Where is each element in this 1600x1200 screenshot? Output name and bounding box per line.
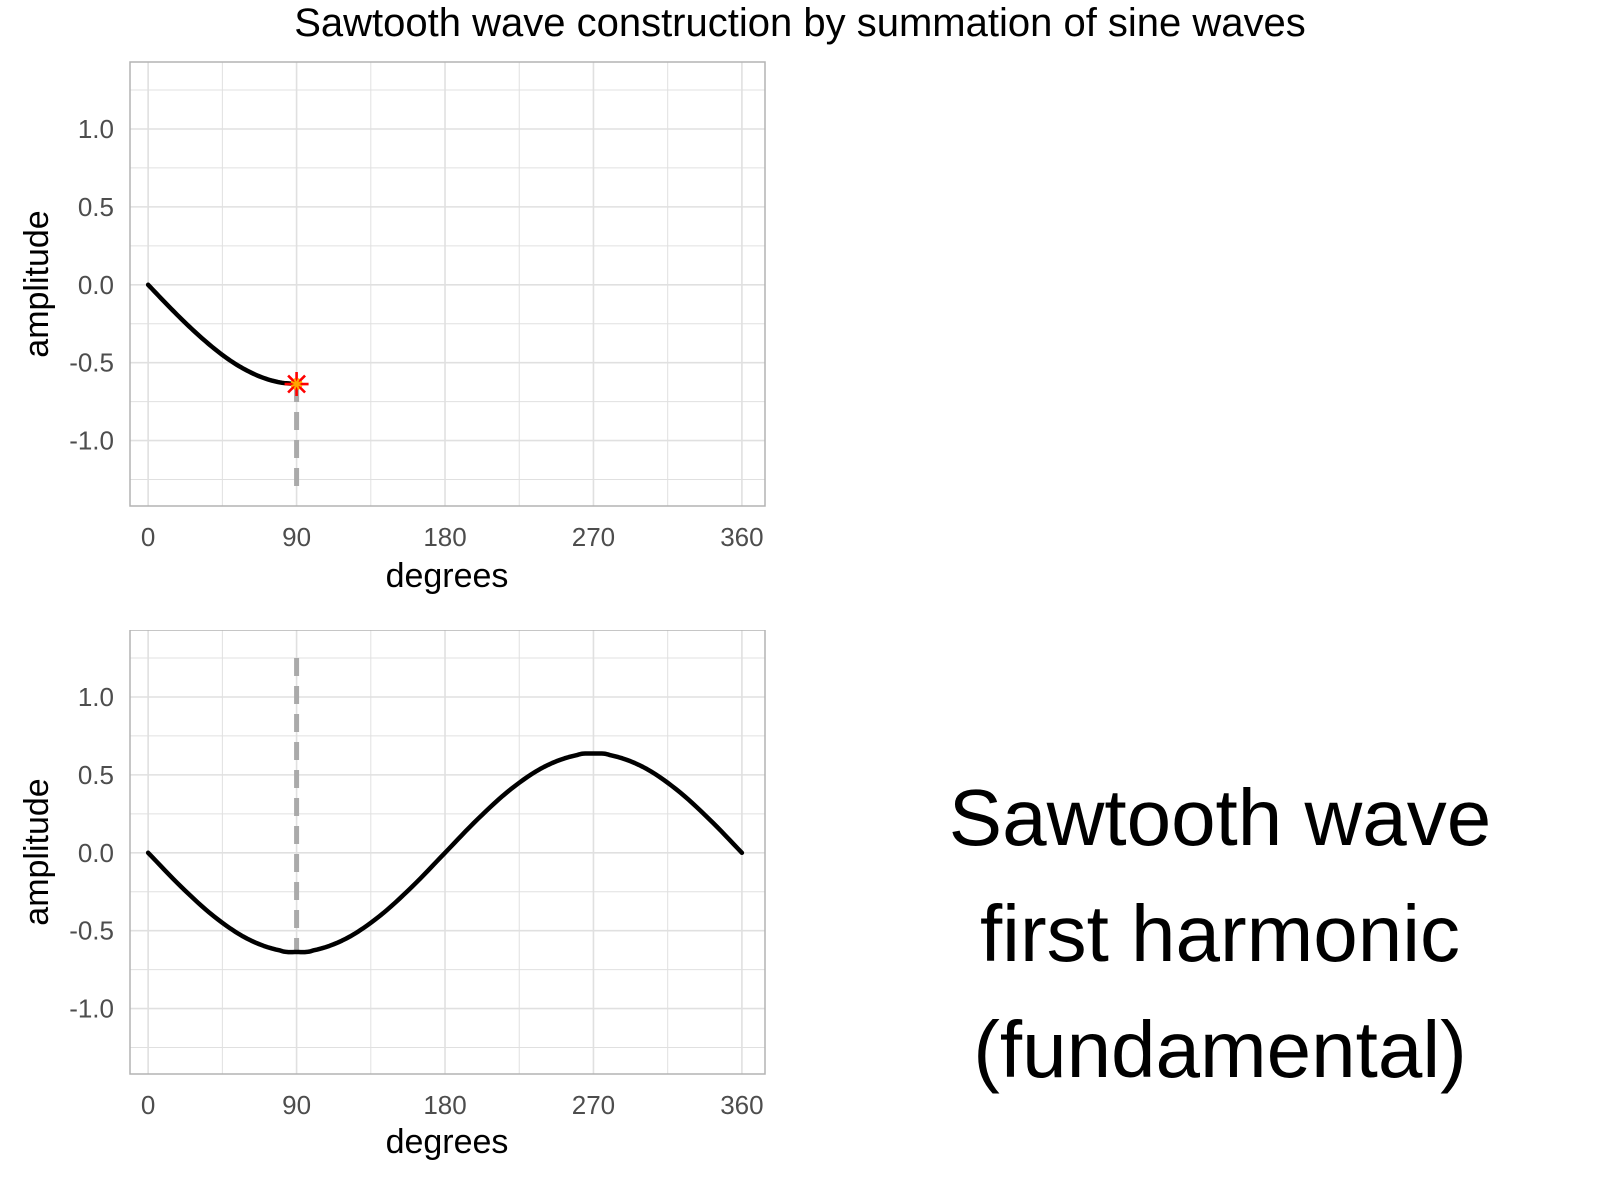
- current-point-marker: [284, 372, 309, 397]
- panel-border: [129, 630, 766, 1075]
- x-tick-label: 0: [141, 1090, 155, 1120]
- x-axis-title: degrees: [386, 557, 509, 595]
- series-line: [145, 751, 745, 955]
- y-axis-title: amplitude: [18, 210, 56, 357]
- y-axis-title: amplitude: [18, 778, 56, 925]
- y-tick-label: -0.5: [69, 348, 114, 378]
- y-tick-label: 0.5: [78, 760, 114, 790]
- y-tick-label: 1.0: [78, 114, 114, 144]
- y-tick-label: 0.0: [78, 838, 114, 868]
- caption-line-2: first harmonic: [979, 889, 1461, 978]
- tick-labels: 0 90 180 270 360 1.0 0.5 0.0 -0.5 -1.0: [69, 682, 763, 1120]
- x-tick-label: 270: [572, 522, 615, 552]
- caption-line-1: Sawtooth wave: [948, 773, 1492, 862]
- panel-border: [129, 61, 766, 507]
- x-axis-title: degrees: [386, 1123, 509, 1161]
- x-tick-label: 90: [282, 1090, 311, 1120]
- y-tick-label: -1.0: [69, 994, 114, 1024]
- harmonic-caption: Sawtooth wave first harmonic (fundamenta…: [870, 760, 1570, 1108]
- series-line: [145, 282, 299, 387]
- marker-stroke-inner: [290, 380, 303, 388]
- data-layer: [145, 282, 309, 488]
- bottom-chart: 0 90 180 270 360 1.0 0.5 0.0 -0.5 -1.0 degrees am…: [18, 630, 766, 1161]
- x-tick-label: 360: [720, 1090, 763, 1120]
- y-tick-label: 0.5: [78, 192, 114, 222]
- grid: [130, 62, 765, 506]
- y-tick-label: 1.0: [78, 682, 114, 712]
- data-layer: [145, 658, 745, 955]
- x-tick-label: 0: [141, 522, 155, 552]
- y-tick-label: -1.0: [69, 426, 114, 456]
- caption-line-3: (fundamental): [973, 1005, 1467, 1094]
- x-tick-label: 180: [423, 522, 466, 552]
- x-tick-label: 360: [720, 522, 763, 552]
- y-tick-label: 0.0: [78, 270, 114, 300]
- x-tick-label: 90: [282, 522, 311, 552]
- x-tick-label: 180: [423, 1090, 466, 1120]
- chart-title: Sawtooth wave construction by summation …: [294, 1, 1306, 45]
- y-tick-label: -0.5: [69, 916, 114, 946]
- top-chart: 0 90 180 270 360 1.0 0.5 0.0 -0.5 -1.0 degrees am…: [18, 61, 766, 595]
- tick-labels: 0 90 180 270 360 1.0 0.5 0.0 -0.5 -1.0: [69, 114, 763, 552]
- x-tick-label: 270: [572, 1090, 615, 1120]
- grid: [130, 630, 765, 1074]
